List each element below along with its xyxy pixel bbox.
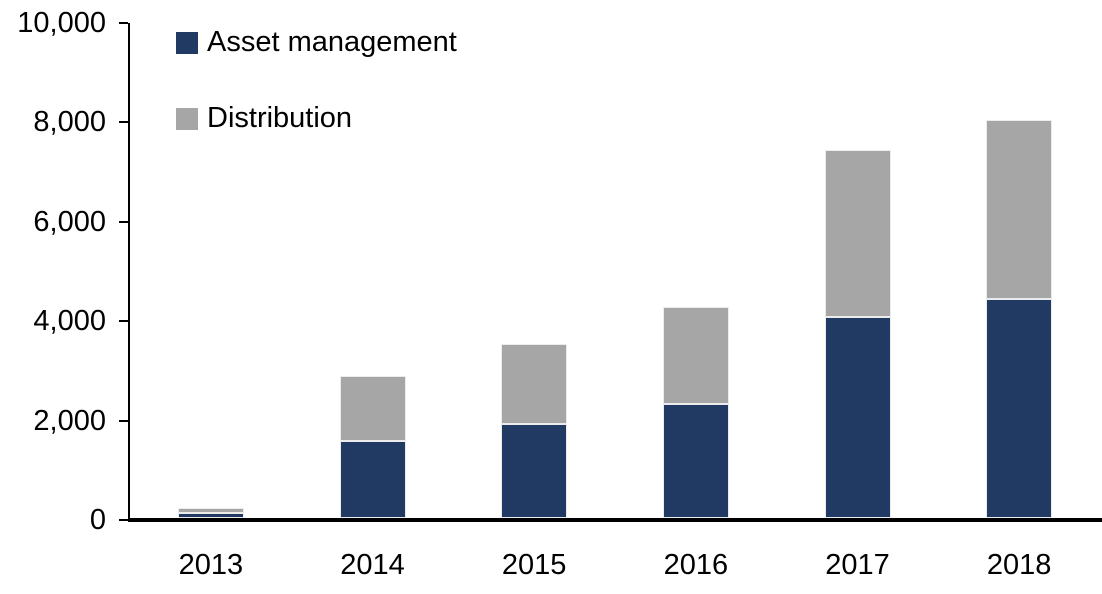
asset-management-swatch-icon xyxy=(176,31,198,54)
legend-label-distribution: Distribution xyxy=(207,102,353,134)
y-axis-tick xyxy=(119,220,128,223)
legend-label-asset-management: Asset management xyxy=(207,26,457,58)
bar-segment-distribution-2018 xyxy=(986,120,1053,300)
y-axis-tick xyxy=(119,22,128,24)
y-axis-tick xyxy=(119,519,128,521)
x-axis-label-2016: 2016 xyxy=(663,549,729,581)
bar-segment-distribution-2016 xyxy=(662,306,729,404)
y-axis-tick-label: 0 xyxy=(89,504,106,536)
y-axis-tick-label: 2,000 xyxy=(33,404,106,437)
legend-item-distribution: Distribution xyxy=(176,102,457,135)
x-axis-label-2013: 2013 xyxy=(178,549,244,581)
x-axis-label-2018: 2018 xyxy=(986,549,1052,581)
y-axis xyxy=(128,23,130,521)
bar-segment-asset-management-2015 xyxy=(501,423,568,518)
y-axis-tick-label: 6,000 xyxy=(33,205,106,238)
bar-segment-distribution-2017 xyxy=(824,150,891,317)
legend-item-asset-management: Asset management xyxy=(176,26,457,59)
bar-segment-asset-management-2017 xyxy=(824,316,891,518)
bar-segment-asset-management-2014 xyxy=(339,440,406,518)
x-axis xyxy=(128,518,1102,522)
y-axis-tick xyxy=(119,320,128,323)
y-axis-tick xyxy=(119,121,128,124)
bar-segment-asset-management-2016 xyxy=(662,403,729,518)
bar-segment-asset-management-2013 xyxy=(177,513,244,518)
x-axis-label-2014: 2014 xyxy=(340,549,405,581)
y-axis-tick xyxy=(119,419,128,422)
x-axis-label-2015: 2015 xyxy=(501,549,567,581)
bar-segment-distribution-2013 xyxy=(177,508,244,514)
bar-segment-distribution-2015 xyxy=(501,344,568,424)
y-axis-tick-label: 10,000 xyxy=(17,7,106,39)
y-axis-tick-label: 4,000 xyxy=(33,305,106,338)
bar-segment-distribution-2014 xyxy=(339,376,406,441)
distribution-swatch-icon xyxy=(176,107,198,130)
x-axis-label-2017: 2017 xyxy=(825,549,890,581)
bar-segment-asset-management-2018 xyxy=(986,299,1053,518)
y-axis-tick-label: 8,000 xyxy=(33,106,106,139)
chart-legend: Asset management Distribution xyxy=(176,26,457,135)
